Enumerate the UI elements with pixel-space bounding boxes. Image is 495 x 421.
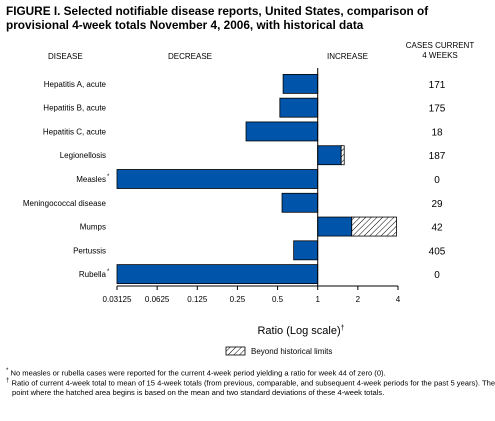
footnote-2-mark: † xyxy=(6,378,10,384)
category-label-mark: * xyxy=(107,174,110,180)
cases-value: 171 xyxy=(429,80,446,91)
header-decrease: DECREASE xyxy=(168,52,213,61)
bar xyxy=(281,192,319,213)
category-label: Hepatitis B, acute xyxy=(43,104,106,113)
x-tick-label: 4 xyxy=(396,295,401,304)
header-increase: INCREASE xyxy=(327,52,368,61)
legend-label: Beyond historical limits xyxy=(251,347,332,356)
bar xyxy=(245,121,319,142)
x-tick-label: 1 xyxy=(315,295,320,304)
bar xyxy=(282,73,319,94)
header-disease: DISEASE xyxy=(48,52,83,61)
legend-hatch-swatch xyxy=(225,346,246,356)
cases-value: 18 xyxy=(431,127,443,138)
x-tick-label: 0.0625 xyxy=(145,295,170,304)
category-label: Mumps xyxy=(80,223,106,232)
cases-value: 42 xyxy=(431,223,443,234)
footnote-1: * No measles or rubella cases were repor… xyxy=(6,367,490,378)
bar-hatched-segment xyxy=(351,216,397,237)
category-label: Pertussis xyxy=(73,246,106,255)
cases-value: 175 xyxy=(429,104,446,115)
x-tick-label: 0.03125 xyxy=(103,295,132,304)
footnote-1-text: No measles or rubella cases were reporte… xyxy=(10,368,386,378)
bar xyxy=(293,240,319,261)
x-tick-label: 2 xyxy=(356,295,361,304)
bar xyxy=(116,264,319,285)
bar xyxy=(116,169,319,189)
x-tick-label: 0.125 xyxy=(187,295,208,304)
category-label: Hepatitis C, acute xyxy=(43,127,107,136)
x-tick-label: 0.25 xyxy=(230,295,246,304)
header-cases: CASES CURRENT 4 WEEKS xyxy=(390,41,490,61)
x-tick-label: 0.5 xyxy=(272,295,284,304)
x-axis-label-text: Ratio (Log scale) xyxy=(257,325,340,337)
category-label-mark: * xyxy=(107,269,110,275)
x-axis-label: Ratio (Log scale)† xyxy=(257,325,344,337)
cases-value: 187 xyxy=(429,151,446,162)
bar xyxy=(317,145,342,166)
x-axis-label-dagger: † xyxy=(341,325,345,332)
cases-value: 29 xyxy=(431,199,443,210)
bar xyxy=(317,216,353,237)
header-cases-line2: 4 WEEKS xyxy=(422,51,458,60)
footnote-2-text: Ratio of current 4-week total to mean of… xyxy=(11,378,495,397)
header-cases-line1: CASES CURRENT xyxy=(405,41,475,50)
bar-hatched-segment xyxy=(340,145,345,166)
footnote-1-mark: * xyxy=(6,368,9,374)
category-label: Measles xyxy=(76,175,106,184)
footnote-2: † Ratio of current 4-week total to mean … xyxy=(6,377,495,397)
chart-title: FIGURE I. Selected notifiable disease re… xyxy=(6,4,429,32)
cases-value: 0 xyxy=(434,270,440,281)
category-label: Hepatitis A, acute xyxy=(44,80,107,89)
category-label: Meningococcal disease xyxy=(23,199,107,208)
category-label: Legionellosis xyxy=(60,151,106,160)
category-label: Rubella xyxy=(79,270,107,279)
bar xyxy=(279,97,319,118)
cases-value: 405 xyxy=(429,246,446,257)
cases-value: 0 xyxy=(434,175,440,186)
